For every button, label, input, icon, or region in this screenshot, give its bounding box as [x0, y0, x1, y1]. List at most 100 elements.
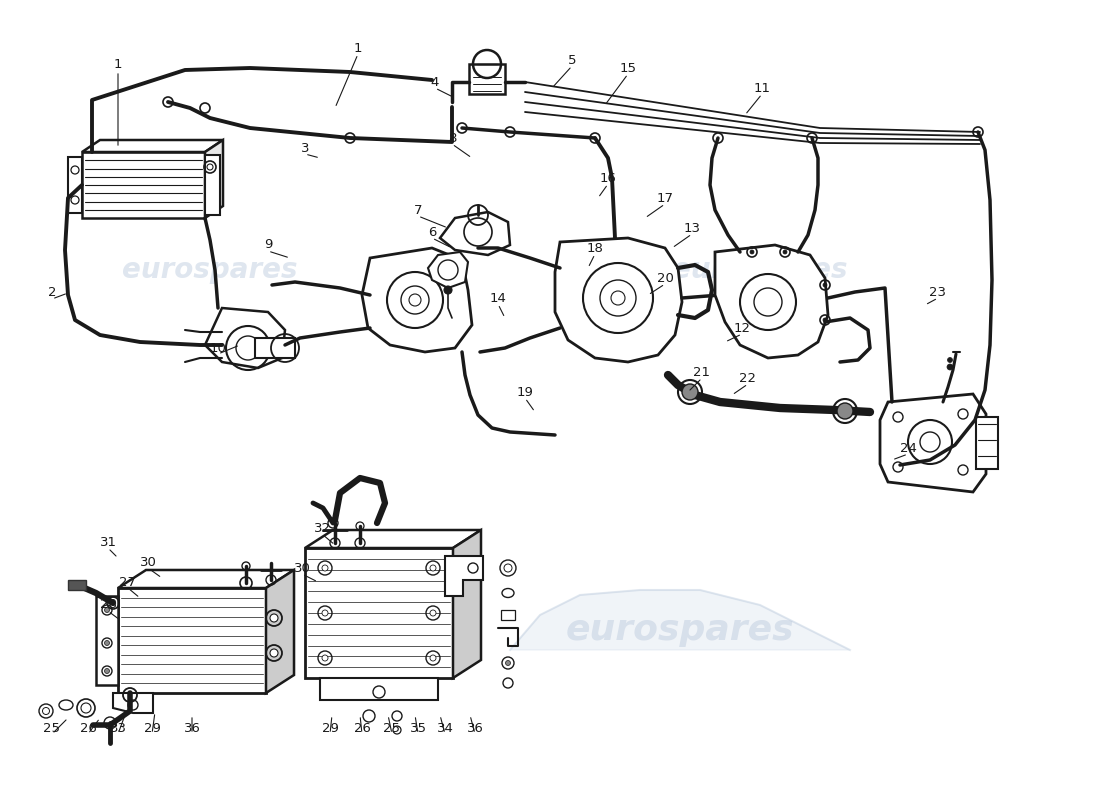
Circle shape [750, 250, 754, 254]
Text: 36: 36 [466, 722, 483, 734]
Polygon shape [556, 238, 682, 362]
Text: 25: 25 [384, 722, 400, 734]
Circle shape [837, 403, 852, 419]
Bar [255, 338, 295, 358]
Text: 32: 32 [314, 522, 330, 534]
Polygon shape [205, 155, 220, 215]
Text: 34: 34 [437, 722, 453, 734]
Text: 29: 29 [321, 722, 339, 734]
Polygon shape [68, 157, 82, 213]
Circle shape [270, 649, 278, 657]
Text: 11: 11 [754, 82, 770, 94]
Text: 19: 19 [517, 386, 534, 398]
Circle shape [430, 655, 436, 661]
Text: 28: 28 [100, 598, 117, 611]
Text: 20: 20 [657, 271, 673, 285]
Text: 15: 15 [619, 62, 637, 74]
Text: 7: 7 [414, 203, 422, 217]
Bar [500, 610, 515, 620]
Circle shape [322, 565, 328, 571]
Text: 30: 30 [294, 562, 310, 574]
Bar [469, 64, 505, 94]
Text: 25: 25 [44, 722, 60, 734]
Text: 24: 24 [900, 442, 916, 454]
Text: 8: 8 [448, 131, 456, 145]
Circle shape [682, 384, 698, 400]
Circle shape [430, 565, 436, 571]
Text: 5: 5 [568, 54, 576, 66]
Text: 27: 27 [120, 575, 136, 589]
Text: 9: 9 [264, 238, 272, 251]
Text: eurospares: eurospares [565, 613, 794, 647]
Text: 33: 33 [110, 722, 126, 734]
Polygon shape [305, 548, 453, 678]
Polygon shape [428, 252, 468, 288]
Text: 31: 31 [99, 535, 117, 549]
Text: 23: 23 [930, 286, 946, 298]
Circle shape [947, 358, 953, 362]
Text: 4: 4 [431, 75, 439, 89]
Polygon shape [113, 693, 153, 713]
Polygon shape [446, 556, 483, 596]
Polygon shape [96, 596, 118, 685]
Polygon shape [305, 530, 481, 548]
Polygon shape [715, 245, 828, 358]
Polygon shape [118, 570, 294, 588]
Text: 2: 2 [47, 286, 56, 299]
Polygon shape [453, 530, 481, 678]
Polygon shape [510, 590, 850, 650]
Circle shape [409, 294, 421, 306]
Text: 3: 3 [300, 142, 309, 154]
Polygon shape [266, 570, 294, 693]
Text: 13: 13 [683, 222, 701, 234]
Text: 26: 26 [353, 722, 371, 734]
Text: 12: 12 [734, 322, 750, 334]
Circle shape [783, 250, 786, 254]
Text: 30: 30 [140, 555, 156, 569]
Circle shape [104, 669, 110, 674]
Circle shape [322, 610, 328, 616]
Polygon shape [82, 140, 223, 152]
Text: 16: 16 [600, 171, 616, 185]
Text: 1: 1 [113, 58, 122, 71]
Polygon shape [880, 394, 986, 492]
Text: eurospares: eurospares [122, 256, 298, 284]
Circle shape [506, 661, 510, 666]
Polygon shape [362, 248, 472, 352]
Text: 21: 21 [693, 366, 711, 378]
Text: eurospares: eurospares [672, 256, 848, 284]
Text: 29: 29 [144, 722, 161, 734]
Polygon shape [146, 570, 294, 675]
Circle shape [270, 614, 278, 622]
Circle shape [947, 364, 953, 370]
Polygon shape [205, 140, 223, 218]
Text: 22: 22 [739, 371, 757, 385]
Circle shape [322, 655, 328, 661]
Text: 6: 6 [428, 226, 437, 238]
Circle shape [444, 286, 452, 294]
Circle shape [104, 641, 110, 646]
Polygon shape [205, 308, 285, 368]
Circle shape [610, 291, 625, 305]
Bar [68, 580, 86, 590]
Polygon shape [82, 152, 205, 218]
Circle shape [207, 164, 213, 170]
Circle shape [430, 610, 436, 616]
Ellipse shape [502, 589, 514, 598]
Text: 35: 35 [409, 722, 427, 734]
Text: 26: 26 [79, 722, 97, 734]
Text: 10: 10 [210, 342, 227, 354]
Polygon shape [118, 588, 266, 693]
Text: 1: 1 [354, 42, 362, 54]
Text: 18: 18 [586, 242, 604, 254]
Ellipse shape [59, 700, 73, 710]
Bar [976, 417, 998, 469]
Text: 36: 36 [184, 722, 200, 734]
Circle shape [823, 283, 827, 287]
Circle shape [823, 318, 827, 322]
Polygon shape [440, 212, 510, 255]
Text: 14: 14 [490, 291, 506, 305]
Polygon shape [320, 678, 438, 700]
Circle shape [104, 607, 110, 613]
Text: 17: 17 [657, 191, 673, 205]
